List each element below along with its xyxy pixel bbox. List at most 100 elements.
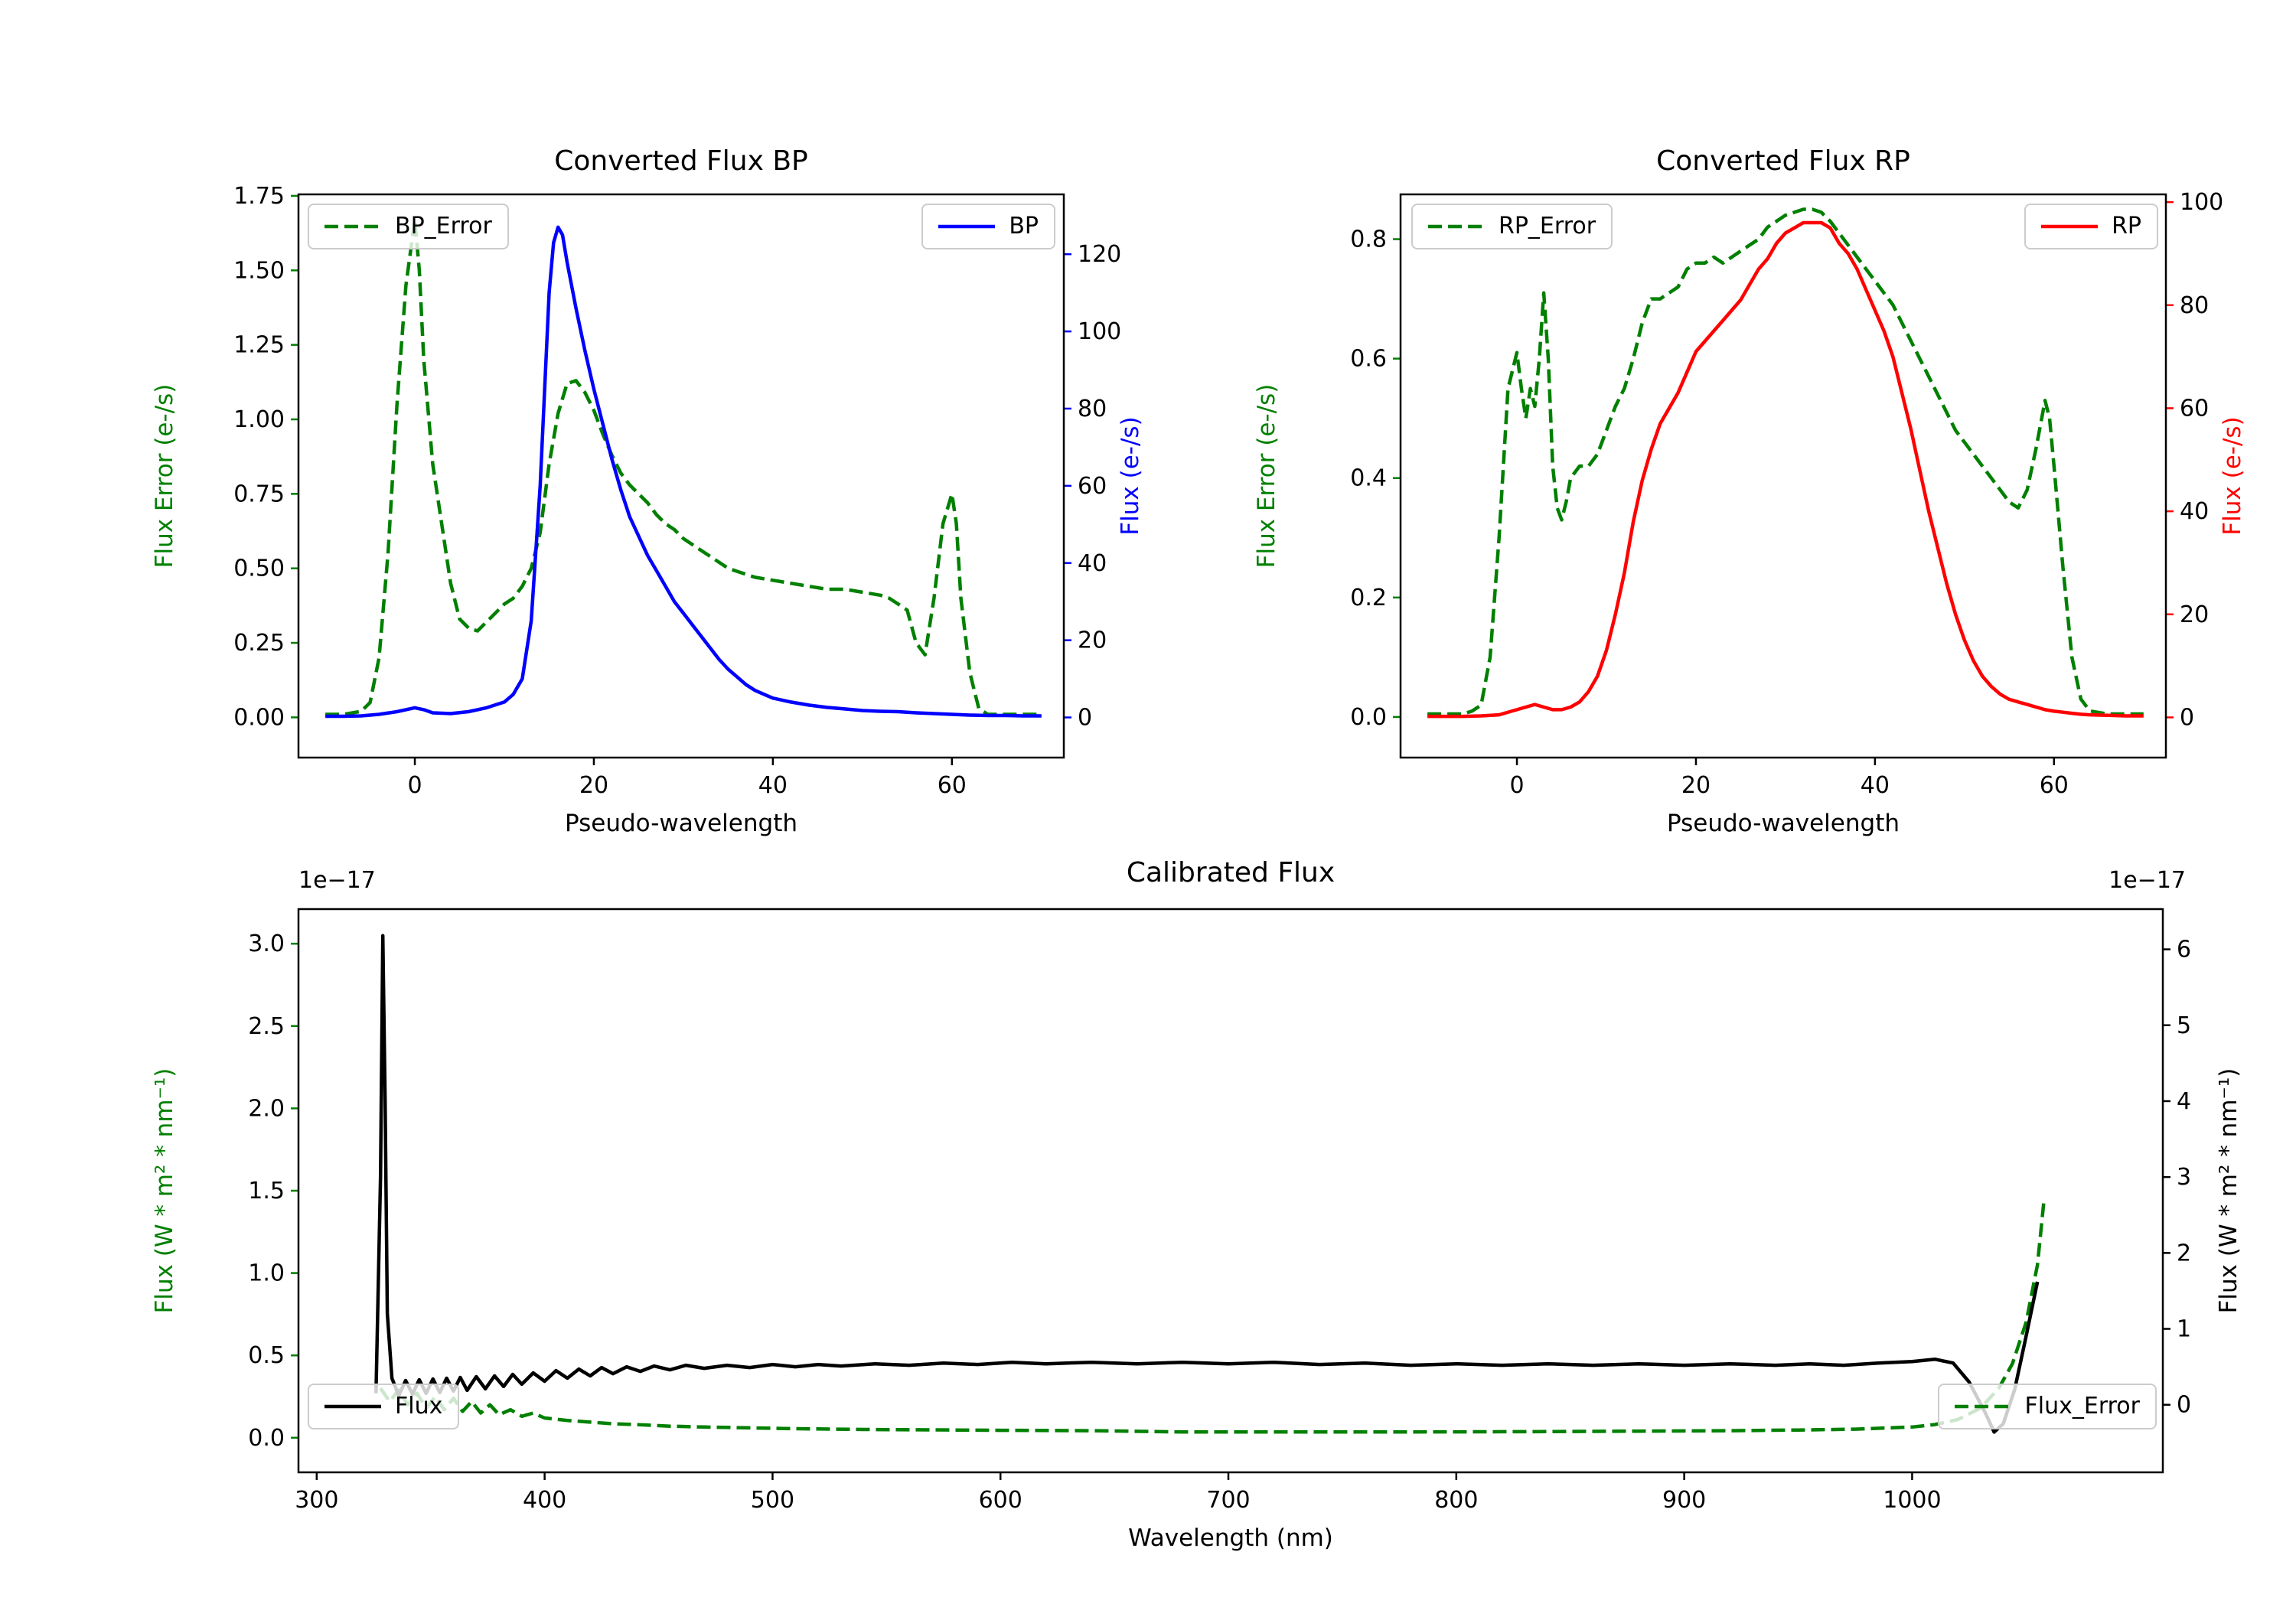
series-BP: [325, 225, 1042, 719]
bp-title: Converted Flux BP: [554, 145, 807, 177]
cal-xlabel: Wavelength (nm): [1128, 1524, 1333, 1552]
y-tick-label: 0.4: [1350, 465, 1387, 492]
y-tick-label: 100: [1078, 318, 1121, 345]
flux-legend-label: Flux: [395, 1393, 443, 1420]
axes-border: [297, 908, 2164, 1474]
y-tick-label: 80: [1078, 396, 1107, 422]
x-tick-label: 800: [1434, 1487, 1478, 1514]
y-tick-label: 0.75: [233, 481, 285, 507]
y-tick-label: 3.0: [248, 931, 285, 957]
series-RP_Error: [1427, 207, 2144, 716]
axes-border: [297, 193, 1065, 759]
x-tick-label: 20: [1681, 772, 1711, 799]
cal-offset-left: 1e−17: [298, 867, 376, 894]
subplot-converted-flux-bp: Converted Flux BP Pseudo-wavelength Flux…: [151, 145, 1144, 837]
x-tick-label: 20: [579, 772, 608, 799]
y-tick-label: 0: [2177, 1392, 2191, 1419]
rp-ylabel-right: Flux (e-/s): [2219, 416, 2246, 535]
x-tick-label: 600: [979, 1487, 1022, 1514]
series-group: [325, 217, 1042, 719]
y-tick-label: 0: [1078, 705, 1092, 732]
y-tick-label: 5: [2177, 1012, 2191, 1039]
y-tick-label: 1: [2177, 1316, 2191, 1343]
y-tick-label: 120: [1078, 241, 1121, 268]
y-tick-label: 6: [2177, 937, 2191, 963]
x-tick-label: 60: [2040, 772, 2069, 799]
y-tick-label: 0.25: [233, 630, 285, 657]
rp-error-line-sample: [1428, 222, 1485, 231]
rp-ylabel-left: Flux Error (e-/s): [1253, 384, 1280, 569]
y-tick-label: 60: [2180, 395, 2209, 422]
x-tick-label: 1000: [1883, 1487, 1941, 1514]
bp-error-line-sample: [325, 222, 381, 231]
cal-offset-right: 1e−17: [2108, 867, 2186, 894]
legend-flux: Flux: [308, 1384, 460, 1429]
flux-error-legend-label: Flux_Error: [2024, 1393, 2140, 1420]
flux-line-sample: [325, 1402, 381, 1411]
bp-line-sample: [938, 222, 996, 231]
y-tick-label: 1.25: [233, 332, 285, 359]
y-tick-label: 1.50: [233, 257, 285, 284]
y-tick-label: 0.6: [1350, 346, 1387, 373]
y-tick-label: 1.75: [233, 183, 285, 210]
series-Flux_Error: [379, 1197, 2047, 1434]
y-tick-label: 40: [2180, 498, 2209, 525]
y-tick-label: 20: [2180, 601, 2209, 628]
y-tick-label: 60: [1078, 473, 1107, 500]
rp-error-legend-label: RP_Error: [1499, 213, 1596, 240]
bp-error-legend-label: BP_Error: [395, 213, 492, 240]
series-BP_Error: [325, 217, 1042, 716]
y-tick-label: 2.5: [248, 1013, 285, 1040]
series-group: [374, 934, 2047, 1434]
y-tick-label: 2.0: [248, 1095, 285, 1122]
x-tick-label: 0: [1509, 772, 1524, 799]
y-tick-label: 0.0: [1350, 704, 1387, 731]
flux-error-line-sample: [1954, 1402, 2011, 1411]
rp-title: Converted Flux RP: [1656, 145, 1910, 177]
y-tick-label: 20: [1078, 627, 1107, 654]
legend-flux-error: Flux_Error: [1937, 1384, 2157, 1429]
y-tick-label: 0.8: [1350, 227, 1387, 253]
y-tick-label: 1.0: [248, 1260, 285, 1287]
x-tick-label: 40: [1861, 772, 1890, 799]
y-tick-label: 0.00: [233, 704, 285, 731]
subplot-converted-flux-rp: Converted Flux RP Pseudo-wavelength Flux…: [1253, 145, 2246, 837]
cal-ylabel-left: Flux (W * m² * nm⁻¹): [151, 1068, 178, 1314]
y-tick-label: 0.5: [248, 1342, 285, 1369]
cal-title: Calibrated Flux: [1127, 857, 1335, 888]
y-tick-label: 0.50: [233, 556, 285, 582]
subplot-calibrated-flux: Calibrated Flux Wavelength (nm) Flux (W …: [151, 857, 2242, 1552]
bp-ylabel-left: Flux Error (e-/s): [151, 384, 178, 569]
series-Flux: [374, 934, 2040, 1434]
series-RP: [1427, 220, 2144, 719]
legend-rp-error: RP_Error: [1411, 204, 1613, 249]
y-tick-label: 1.00: [233, 406, 285, 433]
y-tick-label: 0.0: [248, 1425, 285, 1452]
x-tick-label: 300: [295, 1487, 338, 1514]
y-tick-label: 1.5: [248, 1178, 285, 1204]
y-tick-label: 100: [2180, 189, 2223, 216]
y-tick-label: 0.2: [1350, 585, 1387, 611]
bp-xlabel: Pseudo-wavelength: [565, 810, 797, 837]
y-tick-label: 40: [1078, 550, 1107, 577]
rp-xlabel: Pseudo-wavelength: [1667, 810, 1900, 837]
bp-legend-label: BP: [1009, 213, 1039, 240]
x-tick-label: 0: [407, 772, 422, 799]
rp-legend-label: RP: [2112, 213, 2141, 240]
x-tick-label: 400: [523, 1487, 566, 1514]
legend-bp: BP: [921, 204, 1055, 249]
legend-rp: RP: [2024, 204, 2158, 249]
rp-line-sample: [2041, 222, 2099, 231]
series-group: [1427, 207, 2144, 719]
x-tick-label: 700: [1206, 1487, 1250, 1514]
x-tick-label: 500: [751, 1487, 794, 1514]
x-tick-label: 60: [938, 772, 967, 799]
x-tick-label: 900: [1662, 1487, 1706, 1514]
y-tick-label: 3: [2177, 1164, 2191, 1191]
legend-bp-error: BP_Error: [308, 204, 509, 249]
axes-border: [1399, 193, 2167, 759]
bp-ylabel-right: Flux (e-/s): [1117, 416, 1144, 535]
y-tick-label: 80: [2180, 292, 2209, 319]
